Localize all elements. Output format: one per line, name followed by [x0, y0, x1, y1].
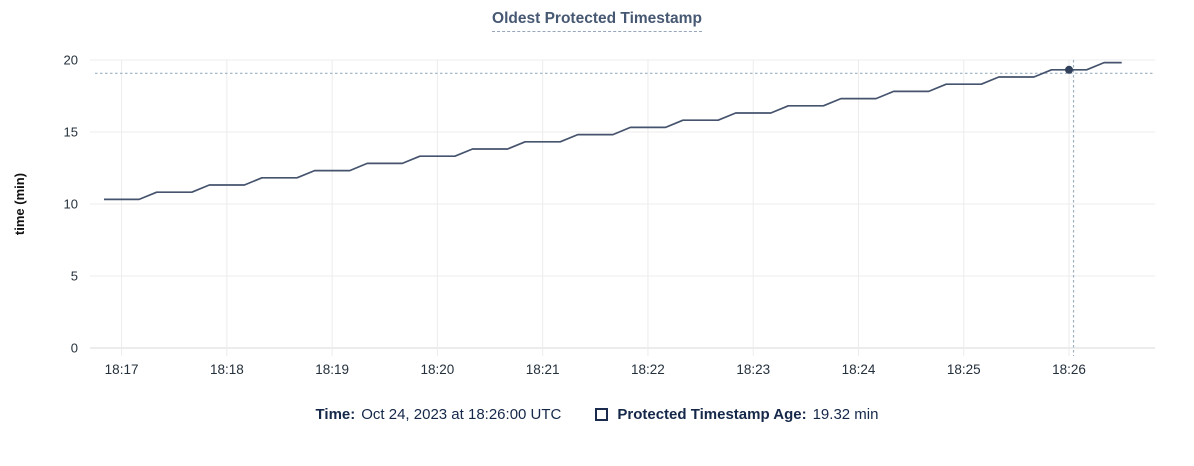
line-chart[interactable]: 0 5 10 15 20 18:17 18:18 18:19 18:20 18:21 18:22 18…	[0, 38, 1194, 390]
chart-title[interactable]: Oldest Protected Timestamp	[492, 10, 702, 32]
hover-point-marker	[1065, 65, 1074, 74]
x-tick-label: 18:18	[210, 362, 244, 377]
y-tick-label: 0	[71, 341, 78, 356]
chart-legend: Time: Oct 24, 2023 at 18:26:00 UTC Prote…	[0, 406, 1194, 423]
legend-time-label: Time:	[315, 406, 356, 423]
x-tick-label: 18:21	[526, 362, 560, 377]
y-axis-title: time (min)	[12, 173, 27, 235]
legend-series-value: 19.32 min	[812, 406, 879, 423]
series-swatch-icon	[595, 408, 609, 421]
legend-item-protected-timestamp-age[interactable]: Protected Timestamp Age: 19.32 min	[595, 406, 878, 423]
x-tick-label: 18:26	[1052, 362, 1086, 377]
x-tick-label: 18:23	[736, 362, 770, 377]
y-tick-label: 20	[64, 53, 78, 68]
x-tick-label: 18:19	[315, 362, 349, 377]
chart-header: Oldest Protected Timestamp	[0, 0, 1194, 38]
y-tick-label: 10	[64, 197, 78, 212]
x-tick-label: 18:22	[631, 362, 665, 377]
x-tick-label: 18:20	[420, 362, 454, 377]
legend-series-label: Protected Timestamp Age:	[617, 406, 807, 423]
series-line-protected-timestamp-age	[104, 61, 1122, 201]
x-tick-label: 18:17	[105, 362, 139, 377]
chart-area: 0 5 10 15 20 18:17 18:18 18:19 18:20 18:21 18:22 18…	[0, 38, 1194, 390]
legend-time-value: Oct 24, 2023 at 18:26:00 UTC	[361, 406, 562, 423]
legend-time: Time: Oct 24, 2023 at 18:26:00 UTC	[316, 406, 562, 423]
y-tick-label: 15	[64, 125, 78, 140]
x-tick-label: 18:24	[842, 362, 876, 377]
y-tick-label: 5	[71, 269, 78, 284]
x-tick-label: 18:25	[947, 362, 981, 377]
